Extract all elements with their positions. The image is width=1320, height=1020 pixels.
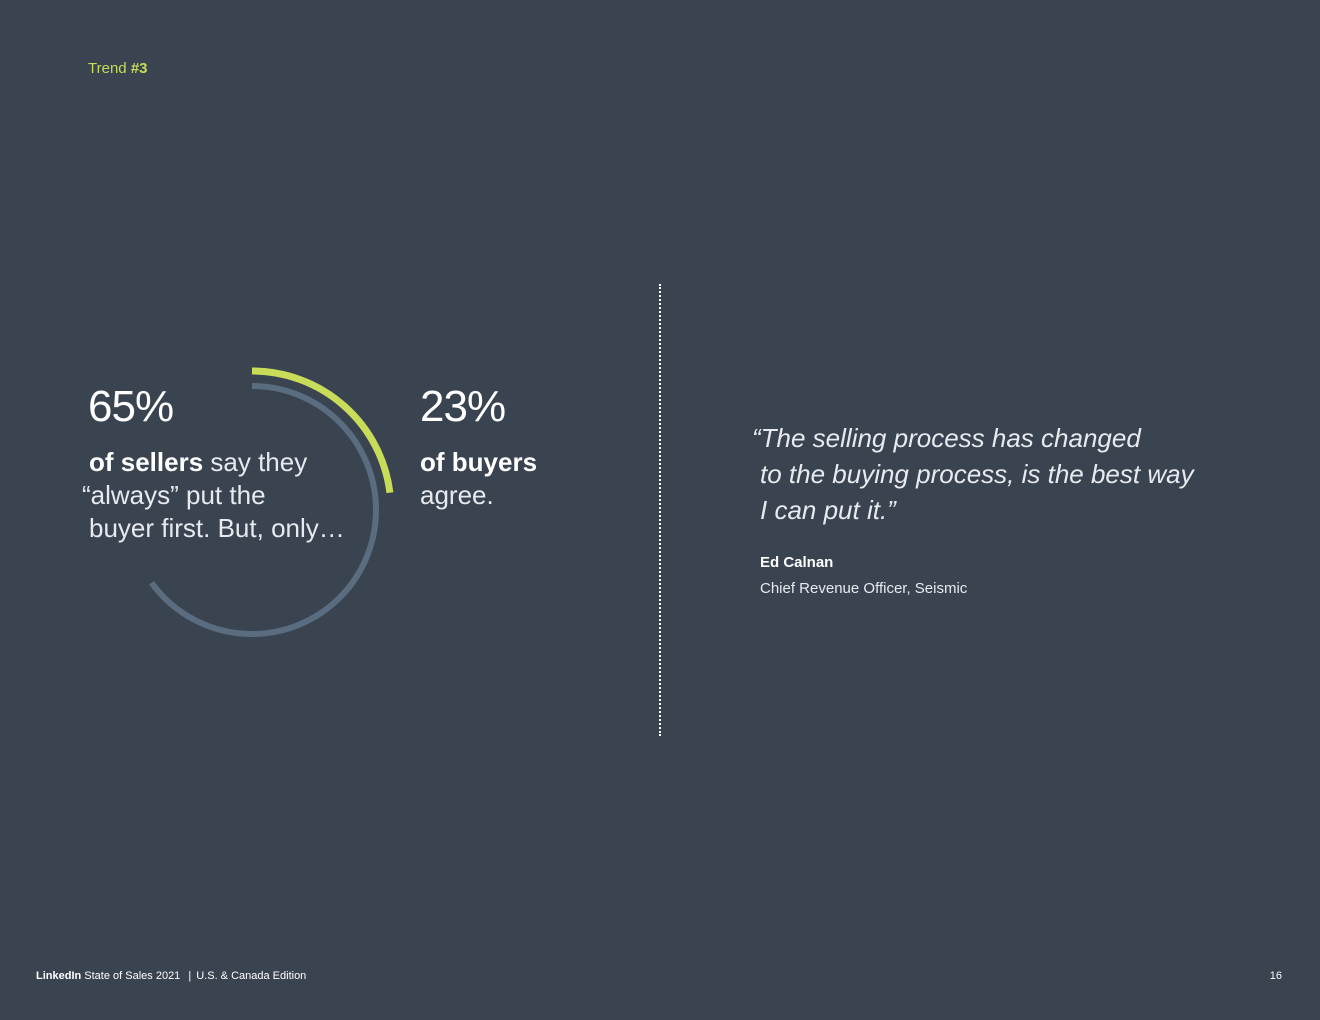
sellers-description: of sellers say they “always” put the buy… — [82, 446, 362, 545]
sellers-text-1: say they — [203, 447, 308, 477]
footer-brand: LinkedIn — [36, 970, 82, 982]
quote-line-3: I can put it.” — [760, 495, 896, 525]
quote-line-2: to the buying process, is the best way — [760, 459, 1194, 489]
footer-edition: U.S. & Canada Edition — [196, 970, 307, 982]
sellers-ring — [125, 383, 379, 637]
buyers-bold: of buyers — [420, 447, 538, 477]
sellers-text-3: buyer first. But, only… — [89, 513, 345, 543]
trend-label: Trend #3 — [88, 60, 148, 77]
trend-number: #3 — [130, 60, 148, 77]
quote-author-title: Chief Revenue Officer, Seismic — [760, 580, 968, 597]
footer-title: State of Sales 2021 — [81, 970, 181, 982]
trend-word: Trend — [88, 60, 127, 77]
buyers-description: of buyers agree. — [420, 446, 620, 512]
sellers-percent: 65% — [88, 382, 174, 431]
footer-separator: | — [188, 970, 192, 982]
footer: LinkedIn State of Sales 2021 | U.S. & Can… — [36, 970, 306, 982]
quote-line-1: “The selling process has changed — [752, 423, 1141, 453]
buyers-text: agree. — [420, 480, 494, 510]
page-number: 16 — [1269, 970, 1282, 982]
sellers-line-1: of sellers say they — [82, 446, 362, 479]
dotted-divider — [659, 284, 661, 736]
buyers-percent: 23% — [420, 382, 506, 431]
quote-author-name: Ed Calnan — [760, 554, 834, 571]
buyers-ring — [109, 367, 395, 653]
sellers-text-2: “always” put the — [82, 480, 266, 510]
sellers-bold: of sellers — [89, 447, 204, 477]
quote-text: “The selling process has changed to the … — [752, 420, 1222, 528]
